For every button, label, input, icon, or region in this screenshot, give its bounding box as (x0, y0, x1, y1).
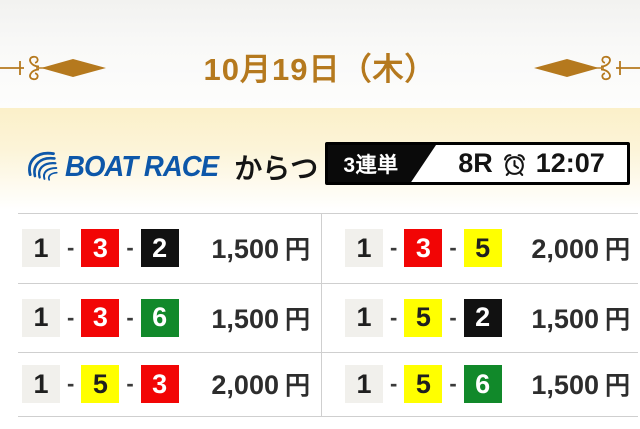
combo-separator: - (126, 371, 134, 396)
flourish-ornament-left-icon (0, 50, 108, 86)
combo-separator: - (449, 235, 457, 260)
bet-amount-value: 1,500 (531, 303, 599, 334)
boat-number-third: 6 (140, 298, 179, 337)
venue-logo: BOAT RACE からつ (24, 144, 318, 190)
race-time-section: 8R 12:07 (436, 145, 627, 182)
boat-number-first: 1 (345, 298, 383, 337)
table-column-divider (321, 213, 322, 416)
boat-number-third: 2 (463, 298, 502, 337)
boat-number-first: 1 (345, 365, 383, 403)
combo-separator: - (390, 304, 398, 330)
combo-separator: - (67, 235, 75, 260)
race-number: 8R (458, 148, 493, 178)
bet-amount: 1,500 円 (211, 300, 310, 336)
table-divider (18, 416, 638, 417)
boat-number-second: 5 (404, 298, 443, 337)
currency-suffix: 円 (284, 236, 310, 264)
combo-separator: - (390, 235, 398, 260)
currency-suffix: 円 (604, 372, 630, 400)
bet-amount: 1,500 円 (531, 366, 630, 402)
alarm-clock-icon (502, 152, 527, 177)
table-divider (18, 352, 638, 353)
date-band: 10月19日（木） (0, 0, 640, 108)
boat-race-swoosh-icon (24, 148, 62, 186)
bet-item: 1 - 3 - 5 2,000 円 (345, 214, 630, 282)
boat-number-third: 3 (140, 365, 179, 403)
boat-number-second: 5 (81, 365, 120, 403)
combo-separator: - (449, 371, 457, 396)
table-divider (18, 283, 638, 284)
flourish-ornament-right-icon (532, 50, 640, 86)
boat-number-second: 3 (404, 229, 443, 267)
bet-amount-value: 2,000 (211, 370, 279, 400)
combo-separator: - (390, 371, 398, 396)
combo-separator: - (126, 304, 134, 330)
date-heading: 10月19日（木） (203, 52, 437, 87)
boat-number-second: 3 (81, 298, 120, 337)
bet-type-section: 3連単 (328, 145, 436, 182)
bet-amount: 1,500 円 (531, 300, 630, 336)
bet-amount-value: 1,500 (531, 370, 599, 400)
bet-item: 1 - 3 - 2 1,500 円 (22, 214, 310, 282)
bet-amount: 1,500 円 (211, 230, 310, 266)
brand-name: BOAT RACE (65, 150, 219, 183)
table-divider (18, 213, 638, 214)
boat-number-first: 1 (22, 365, 60, 403)
deadline-time: 12:07 (535, 148, 605, 178)
bet-amount-value: 1,500 (211, 234, 279, 264)
bet-amount: 2,000 円 (531, 230, 630, 266)
combo-separator: - (67, 371, 75, 396)
bet-item: 1 - 5 - 3 2,000 円 (22, 353, 310, 415)
currency-suffix: 円 (604, 236, 630, 264)
boat-number-first: 1 (22, 298, 60, 337)
bet-amount-value: 1,500 (211, 303, 279, 334)
currency-suffix: 円 (284, 372, 310, 400)
boat-number-third: 2 (140, 229, 179, 267)
combo-separator: - (67, 304, 75, 330)
boat-number-second: 5 (404, 365, 443, 403)
boat-number-second: 3 (81, 229, 120, 267)
boat-number-third: 5 (463, 229, 502, 267)
bet-amount: 2,000 円 (211, 366, 310, 402)
bet-amount-value: 2,000 (531, 234, 599, 264)
combo-separator: - (449, 304, 457, 330)
race-info-badge: 3連単 8R 12:07 (325, 142, 630, 185)
bet-item: 1 - 5 - 6 1,500 円 (345, 353, 630, 415)
bet-item: 1 - 3 - 6 1,500 円 (22, 284, 310, 351)
currency-suffix: 円 (284, 305, 310, 334)
bet-item: 1 - 5 - 2 1,500 円 (345, 284, 630, 351)
boat-number-third: 6 (463, 365, 502, 403)
venue-name: からつ (234, 153, 319, 184)
boat-number-first: 1 (345, 229, 383, 267)
combo-separator: - (126, 235, 134, 260)
currency-suffix: 円 (604, 305, 630, 334)
bet-type-label: 3連単 (343, 153, 399, 177)
boat-number-first: 1 (22, 229, 60, 267)
